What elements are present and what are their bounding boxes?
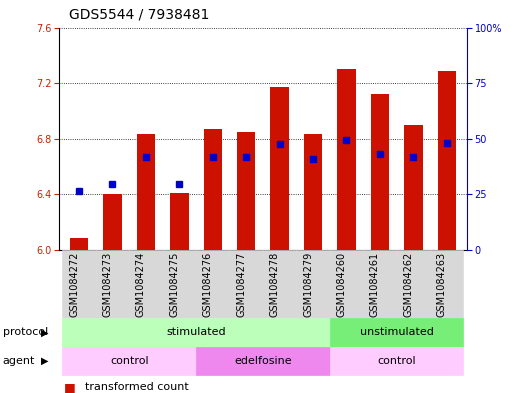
Text: GSM1084276: GSM1084276: [203, 252, 213, 317]
Text: agent: agent: [3, 356, 35, 366]
Bar: [404, 125, 423, 250]
Text: GSM1084260: GSM1084260: [337, 252, 346, 317]
Bar: [204, 129, 222, 250]
Bar: [337, 69, 356, 250]
Text: GSM1084272: GSM1084272: [69, 252, 79, 317]
Text: ▶: ▶: [42, 356, 49, 366]
Text: unstimulated: unstimulated: [360, 327, 433, 338]
Text: edelfosine: edelfosine: [234, 356, 292, 366]
Bar: [371, 94, 389, 250]
Bar: [70, 239, 88, 250]
Text: GSM1084277: GSM1084277: [236, 252, 246, 317]
Text: GDS5544 / 7938481: GDS5544 / 7938481: [69, 7, 210, 22]
Text: GSM1084263: GSM1084263: [437, 252, 447, 317]
Bar: [270, 87, 289, 250]
Bar: [170, 193, 189, 250]
Text: GSM1084275: GSM1084275: [169, 252, 180, 317]
Text: ▶: ▶: [42, 327, 49, 338]
Bar: [103, 194, 122, 250]
Text: protocol: protocol: [3, 327, 48, 338]
Text: control: control: [378, 356, 416, 366]
Bar: [438, 70, 456, 250]
Bar: [237, 132, 255, 250]
Text: GSM1084274: GSM1084274: [136, 252, 146, 317]
Text: GSM1084261: GSM1084261: [370, 252, 380, 317]
Text: transformed count: transformed count: [85, 382, 188, 393]
Bar: [137, 134, 155, 250]
Text: control: control: [110, 356, 148, 366]
Text: ■: ■: [64, 381, 76, 393]
Bar: [304, 134, 322, 250]
Text: GSM1084279: GSM1084279: [303, 252, 313, 317]
Text: stimulated: stimulated: [166, 327, 226, 338]
Text: GSM1084278: GSM1084278: [270, 252, 280, 317]
Text: GSM1084273: GSM1084273: [103, 252, 112, 317]
Text: GSM1084262: GSM1084262: [403, 252, 413, 317]
